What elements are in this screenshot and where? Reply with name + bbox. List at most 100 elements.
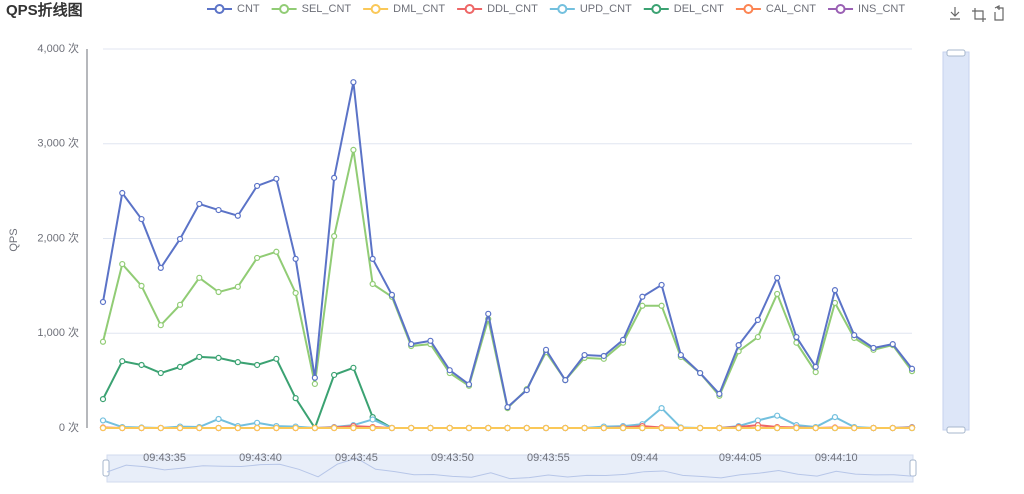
x-tick-label: 09:44: [631, 452, 659, 464]
point: [350, 79, 357, 86]
point: [427, 337, 434, 344]
chart-title: QPS折线图: [6, 1, 83, 19]
point: [774, 412, 781, 419]
point: [812, 363, 819, 370]
point: [388, 424, 396, 432]
point: [677, 424, 684, 432]
point: [908, 365, 916, 372]
point: [658, 405, 665, 412]
legend-label: INS_CNT: [858, 3, 905, 15]
point: [369, 416, 376, 423]
point: [639, 302, 646, 309]
legend-item[interactable]: SEL_CNT: [271, 3, 352, 15]
point: [658, 424, 665, 432]
point: [311, 424, 318, 432]
point: [485, 424, 492, 432]
line: [102, 355, 912, 431]
legend-item[interactable]: INS_CNT: [828, 3, 905, 15]
slider-preview: [106, 457, 914, 480]
slider-track[interactable]: [942, 51, 970, 431]
point: [369, 424, 376, 432]
toolbox[interactable]: [950, 5, 1004, 22]
point: [99, 424, 107, 432]
save-icon[interactable]: [950, 7, 960, 20]
legend-item[interactable]: DEL_CNT: [643, 3, 724, 15]
slider-track[interactable]: [106, 454, 914, 483]
point: [639, 424, 646, 432]
point: [504, 404, 511, 411]
point: [562, 377, 569, 384]
right-slider[interactable]: [942, 49, 970, 434]
legend-marker: [835, 4, 846, 14]
point: [465, 381, 473, 388]
restore-icon[interactable]: [994, 5, 1004, 21]
point: [196, 424, 203, 432]
point: [697, 369, 704, 377]
slider-handle[interactable]: [102, 459, 110, 477]
bottom-slider[interactable]: [102, 454, 917, 483]
legend-label: DEL_CNT: [674, 3, 724, 15]
x-tick-label: 09:43:50: [431, 452, 474, 464]
point: [793, 333, 800, 341]
point: [234, 283, 241, 290]
x-tick-label: 09:44:10: [815, 452, 858, 464]
x-tick-label: 09:43:35: [143, 452, 186, 464]
point: [292, 424, 299, 432]
legend-label: SEL_CNT: [302, 3, 352, 15]
point: [446, 367, 453, 374]
point: [754, 424, 762, 432]
point: [331, 233, 338, 240]
x-tick-label: 09:43:40: [239, 452, 282, 464]
point: [619, 336, 627, 343]
point: [196, 200, 203, 208]
y-axis-label: QPS: [8, 228, 20, 251]
point: [889, 341, 896, 348]
legend-item[interactable]: CNT: [207, 3, 260, 15]
point: [427, 424, 434, 432]
point: [331, 424, 338, 432]
legend-label: DML_CNT: [393, 3, 445, 15]
point: [253, 361, 261, 369]
point: [735, 424, 742, 432]
legend-item[interactable]: UPD_CNT: [549, 3, 632, 15]
point: [658, 281, 665, 289]
point: [119, 424, 126, 432]
slider-handle[interactable]: [946, 49, 966, 57]
point: [138, 424, 145, 432]
slider-handle[interactable]: [909, 459, 917, 477]
point: [138, 215, 145, 223]
point: [215, 424, 222, 432]
point: [176, 363, 184, 370]
point: [485, 310, 492, 317]
legend-item[interactable]: CAL_CNT: [735, 3, 816, 15]
point: [99, 417, 107, 424]
point: [542, 424, 550, 432]
point: [408, 341, 415, 348]
point: [581, 424, 588, 432]
x-tick-label: 09:44:05: [719, 452, 762, 464]
point: [870, 344, 877, 352]
point: [119, 358, 126, 365]
y-tick-label: 0 次: [59, 420, 79, 434]
legend-item[interactable]: DML_CNT: [363, 3, 445, 15]
point: [581, 351, 588, 359]
point: [292, 395, 299, 402]
legend-marker: [214, 4, 225, 14]
point: [735, 341, 742, 349]
slider-handle[interactable]: [946, 426, 966, 434]
point: [774, 290, 781, 298]
legend-item[interactable]: DDL_CNT: [457, 3, 538, 15]
point: [176, 301, 184, 308]
point: [523, 424, 530, 432]
point: [215, 415, 222, 423]
point: [754, 333, 762, 341]
point: [600, 424, 607, 432]
legend-marker: [464, 4, 475, 14]
point: [273, 355, 280, 362]
point: [215, 288, 222, 296]
point: [774, 424, 781, 432]
zoom-icon[interactable]: [972, 8, 986, 22]
point: [253, 182, 261, 190]
point: [774, 274, 781, 281]
